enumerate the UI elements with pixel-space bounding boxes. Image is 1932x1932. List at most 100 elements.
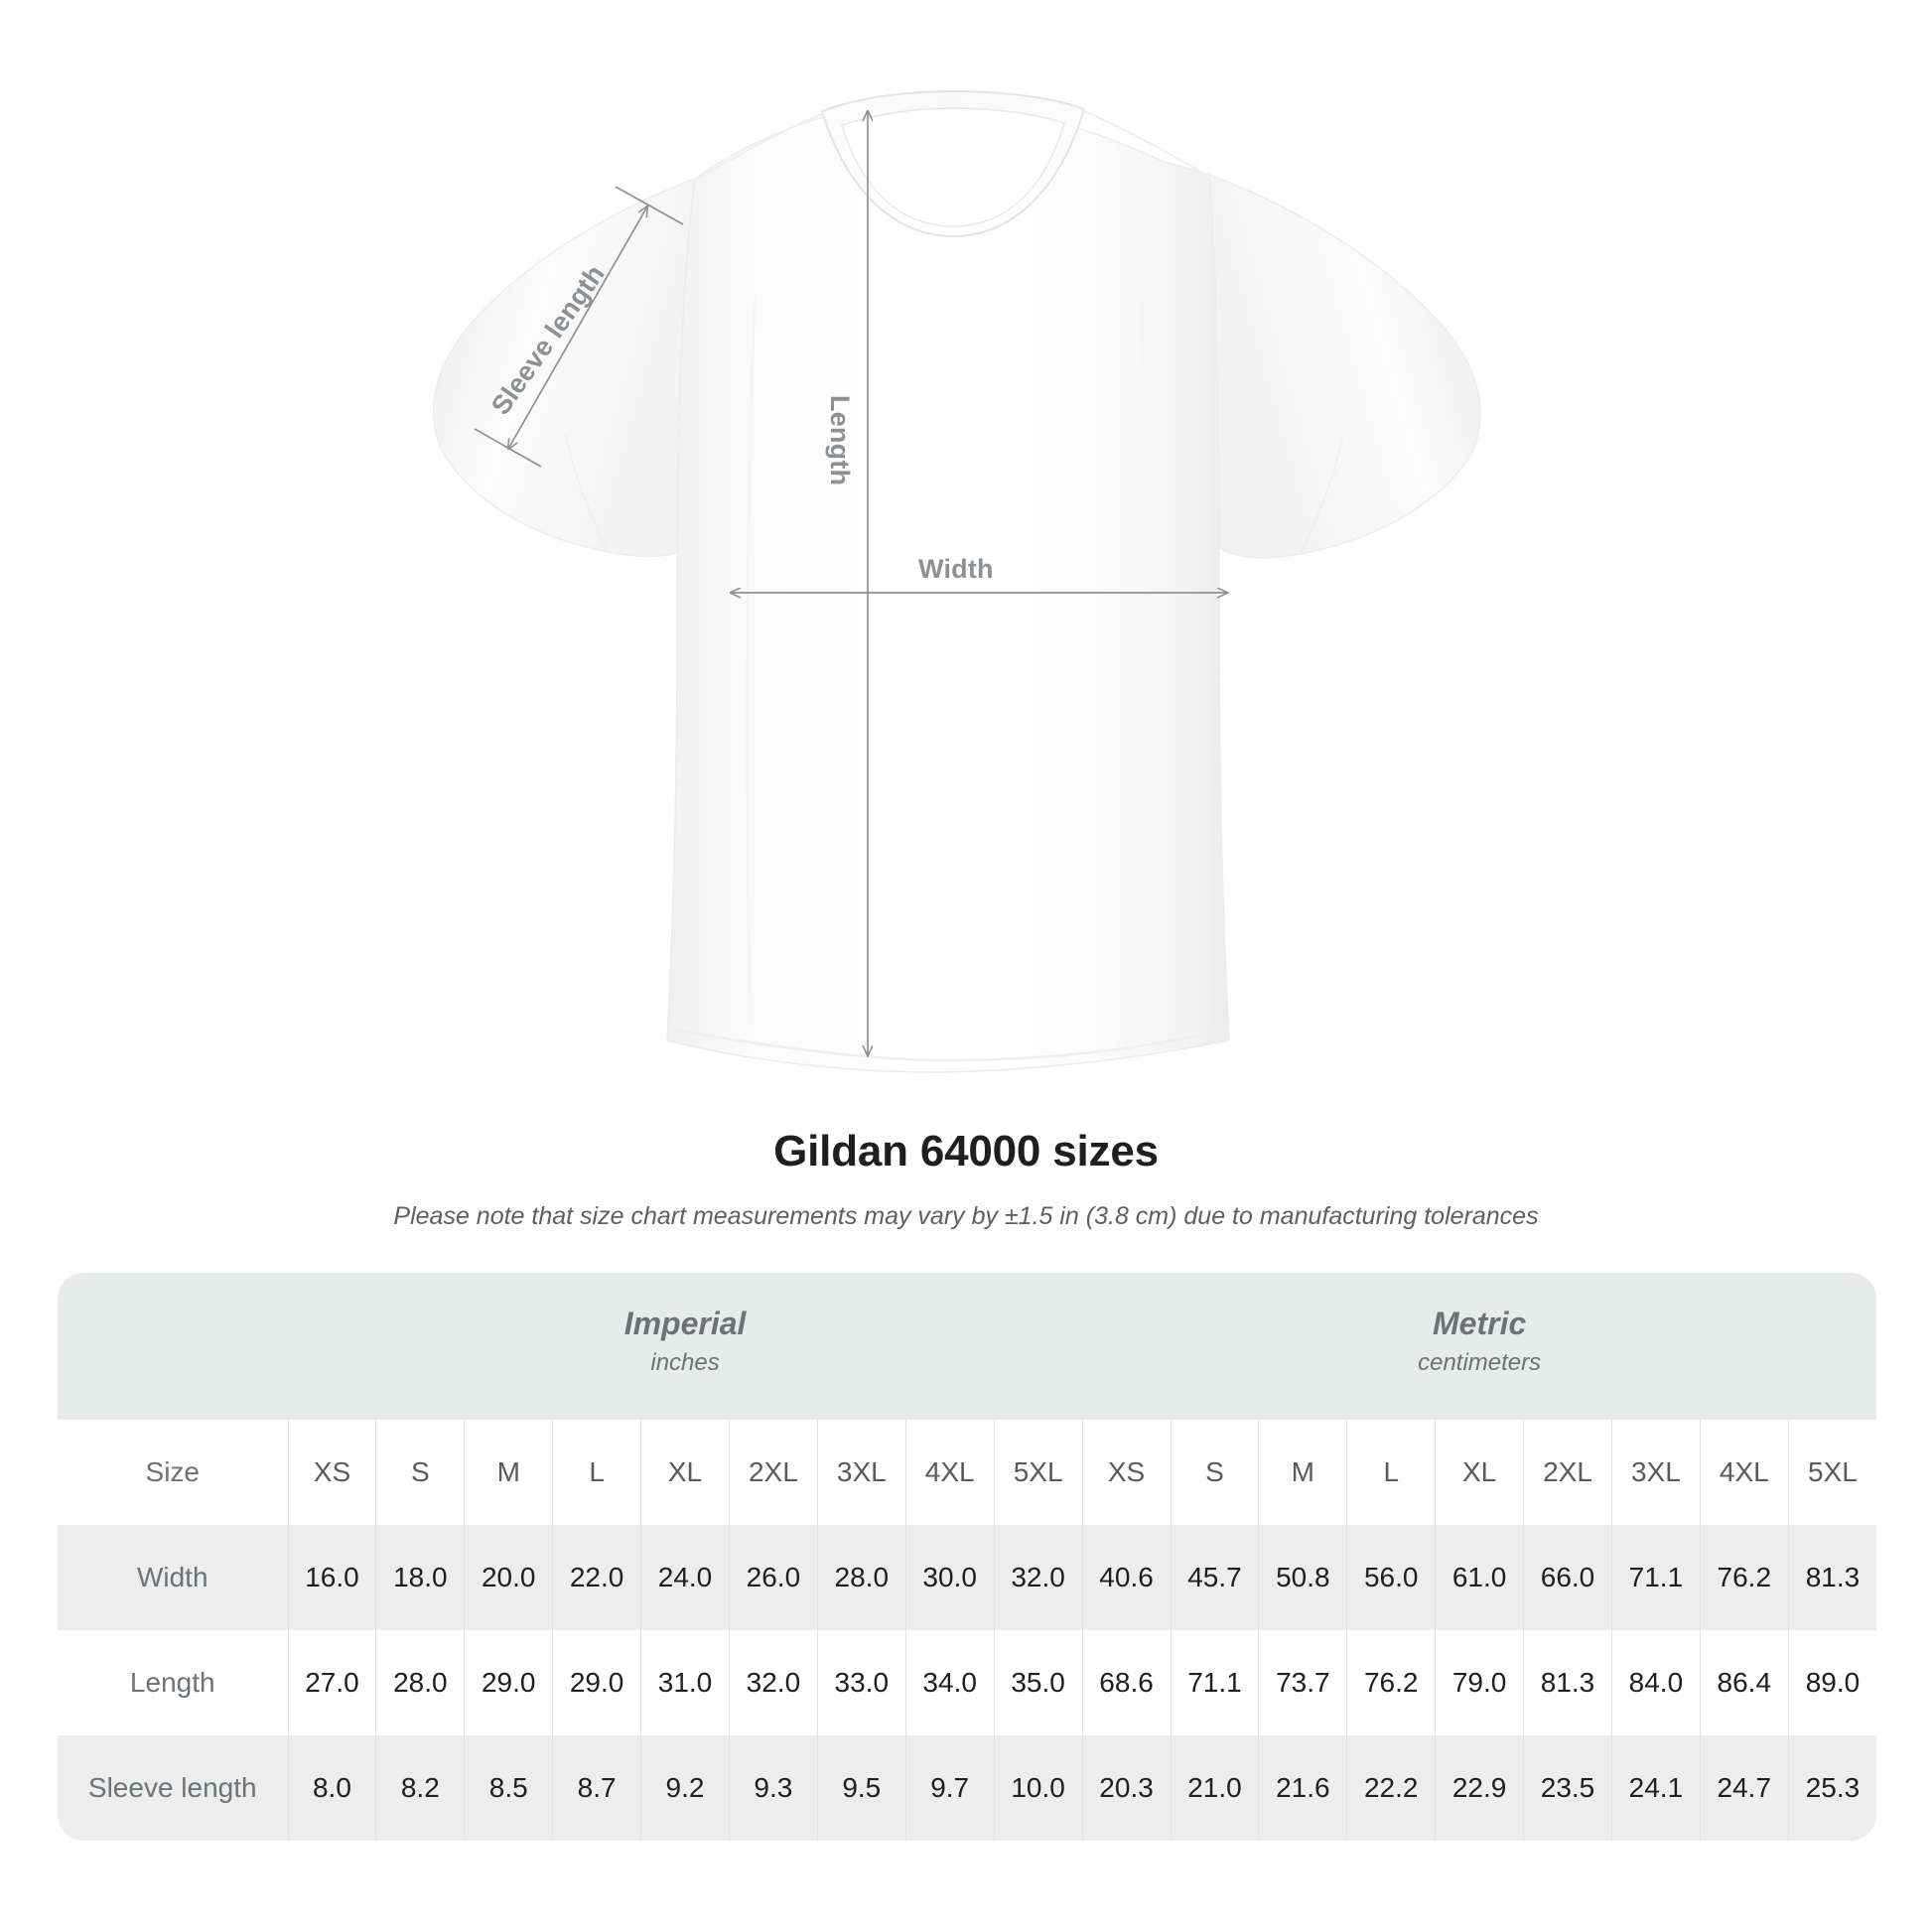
tolerance-note: Please note that size chart measurements… xyxy=(393,1202,1539,1230)
table-row: Sleeve length 8.0 8.2 8.5 8.7 9.2 9.3 9.… xyxy=(58,1735,1877,1841)
system-metric-cell: Metric centimeters xyxy=(1082,1273,1877,1420)
cell-length-imperial-xs: 27.0 xyxy=(287,1630,376,1735)
system-imperial-cell: Imperial inches xyxy=(288,1273,1083,1420)
system-metric-unit: centimeters xyxy=(1418,1349,1542,1377)
cell-length-imperial-3xl: 33.0 xyxy=(816,1630,906,1735)
cell-sleeve-metric-s: 21.0 xyxy=(1170,1735,1259,1841)
system-spacer-cell xyxy=(58,1273,288,1420)
system-imperial-unit: inches xyxy=(650,1349,720,1377)
size-header-metric-xl: XL xyxy=(1435,1420,1524,1525)
size-header-metric-m: M xyxy=(1258,1420,1347,1525)
cell-sleeve-imperial-4xl: 9.7 xyxy=(904,1735,995,1841)
cell-length-imperial-5xl: 35.0 xyxy=(993,1630,1083,1735)
chart-heading: Gildan 64000 sizes Please note that size… xyxy=(0,1127,1932,1231)
cell-sleeve-metric-3xl: 24.1 xyxy=(1610,1735,1701,1841)
size-header-metric-3xl: 3XL xyxy=(1610,1420,1701,1525)
cell-length-metric-l: 76.2 xyxy=(1346,1630,1436,1735)
cell-width-imperial-l: 22.0 xyxy=(552,1525,641,1630)
cell-sleeve-imperial-3xl: 9.5 xyxy=(816,1735,906,1841)
cell-length-metric-5xl: 89.0 xyxy=(1787,1630,1877,1735)
size-header-imperial-4xl: 4XL xyxy=(904,1420,995,1525)
system-imperial-name: Imperial xyxy=(623,1305,747,1341)
cell-length-metric-m: 73.7 xyxy=(1258,1630,1347,1735)
cell-length-metric-xl: 79.0 xyxy=(1435,1630,1524,1735)
cell-length-metric-2xl: 81.3 xyxy=(1523,1630,1612,1735)
table-row: Length 27.0 28.0 29.0 29.0 31.0 32.0 33.… xyxy=(58,1630,1877,1735)
cell-length-metric-xs: 68.6 xyxy=(1081,1630,1171,1735)
cell-sleeve-imperial-xl: 9.2 xyxy=(640,1735,730,1841)
size-header-metric-s: S xyxy=(1170,1420,1259,1525)
cell-width-metric-xs: 40.6 xyxy=(1081,1525,1171,1630)
cell-length-imperial-xl: 31.0 xyxy=(640,1630,730,1735)
size-header-imperial-xs: XS xyxy=(287,1420,376,1525)
cell-length-imperial-l: 29.0 xyxy=(552,1630,641,1735)
cell-width-metric-s: 45.7 xyxy=(1170,1525,1259,1630)
size-header-imperial-l: L xyxy=(552,1420,641,1525)
size-header-metric-5xl: 5XL xyxy=(1787,1420,1877,1525)
cell-sleeve-imperial-2xl: 9.3 xyxy=(728,1735,818,1841)
cell-width-metric-3xl: 71.1 xyxy=(1610,1525,1701,1630)
cell-sleeve-imperial-xs: 8.0 xyxy=(287,1735,376,1841)
system-metric-name: Metric xyxy=(1433,1305,1527,1341)
cell-width-imperial-xs: 16.0 xyxy=(287,1525,376,1630)
cell-width-imperial-5xl: 32.0 xyxy=(993,1525,1083,1630)
size-header-metric-l: L xyxy=(1346,1420,1436,1525)
size-header-row: Size XS S M L XL 2XL 3XL 4XL 5XL XS S M … xyxy=(58,1420,1877,1525)
cell-sleeve-metric-l: 22.2 xyxy=(1346,1735,1436,1841)
cell-sleeve-metric-xs: 20.3 xyxy=(1081,1735,1171,1841)
cell-length-imperial-m: 29.0 xyxy=(464,1630,553,1735)
row-label-sleeve-length: Sleeve length xyxy=(58,1735,288,1841)
cell-width-imperial-4xl: 30.0 xyxy=(904,1525,995,1630)
cell-length-imperial-2xl: 32.0 xyxy=(728,1630,818,1735)
cell-sleeve-imperial-l: 8.7 xyxy=(552,1735,641,1841)
table-row: Width 16.0 18.0 20.0 22.0 24.0 26.0 28.0… xyxy=(58,1525,1877,1630)
cell-sleeve-imperial-5xl: 10.0 xyxy=(993,1735,1083,1841)
cell-length-imperial-s: 28.0 xyxy=(375,1630,465,1735)
cell-sleeve-imperial-m: 8.5 xyxy=(464,1735,553,1841)
size-row-label: Size xyxy=(58,1420,288,1525)
size-header-imperial-2xl: 2XL xyxy=(728,1420,818,1525)
cell-width-imperial-3xl: 28.0 xyxy=(816,1525,906,1630)
size-header-imperial-3xl: 3XL xyxy=(816,1420,906,1525)
cell-width-metric-5xl: 81.3 xyxy=(1787,1525,1877,1630)
cell-sleeve-metric-2xl: 23.5 xyxy=(1523,1735,1612,1841)
size-header-metric-4xl: 4XL xyxy=(1699,1420,1789,1525)
size-header-metric-2xl: 2XL xyxy=(1523,1420,1612,1525)
width-label: Width xyxy=(918,554,994,584)
cell-width-imperial-xl: 24.0 xyxy=(640,1525,730,1630)
system-header-row: Imperial inches Metric centimeters xyxy=(58,1273,1877,1420)
size-header-metric-xs: XS xyxy=(1081,1420,1171,1525)
cell-length-metric-s: 71.1 xyxy=(1170,1630,1259,1735)
size-header-imperial-s: S xyxy=(375,1420,465,1525)
cell-length-imperial-4xl: 34.0 xyxy=(904,1630,995,1735)
cell-width-imperial-2xl: 26.0 xyxy=(728,1525,818,1630)
cell-width-metric-l: 56.0 xyxy=(1346,1525,1436,1630)
cell-width-metric-2xl: 66.0 xyxy=(1523,1525,1612,1630)
length-label: Length xyxy=(825,395,855,486)
cell-width-metric-xl: 61.0 xyxy=(1435,1525,1524,1630)
size-header-imperial-5xl: 5XL xyxy=(993,1420,1083,1525)
sleeve-length-dimension-arrow xyxy=(474,186,684,468)
cell-sleeve-imperial-s: 8.2 xyxy=(375,1735,465,1841)
page-title: Gildan 64000 sizes xyxy=(773,1127,1159,1175)
size-table-container: Imperial inches Metric centimeters Size … xyxy=(58,1273,1877,1841)
cell-width-imperial-m: 20.0 xyxy=(464,1525,553,1630)
size-header-imperial-m: M xyxy=(464,1420,553,1525)
row-label-width: Width xyxy=(58,1525,288,1630)
cell-width-metric-4xl: 76.2 xyxy=(1699,1525,1789,1630)
product-diagram: Width Length Sleeve length xyxy=(432,0,1932,1112)
cell-width-imperial-s: 18.0 xyxy=(375,1525,465,1630)
size-table: Imperial inches Metric centimeters Size … xyxy=(58,1273,1877,1841)
row-label-length: Length xyxy=(58,1630,288,1735)
cell-length-metric-4xl: 86.4 xyxy=(1699,1630,1789,1735)
cell-sleeve-metric-m: 21.6 xyxy=(1258,1735,1347,1841)
cell-length-metric-3xl: 84.0 xyxy=(1610,1630,1701,1735)
tshirt-illustration xyxy=(432,89,1481,1073)
cell-sleeve-metric-4xl: 24.7 xyxy=(1699,1735,1789,1841)
size-header-imperial-xl: XL xyxy=(640,1420,730,1525)
cell-sleeve-metric-xl: 22.9 xyxy=(1435,1735,1524,1841)
cell-sleeve-metric-5xl: 25.3 xyxy=(1787,1735,1877,1841)
cell-width-metric-m: 50.8 xyxy=(1258,1525,1347,1630)
dimension-annotations xyxy=(474,0,1932,1112)
